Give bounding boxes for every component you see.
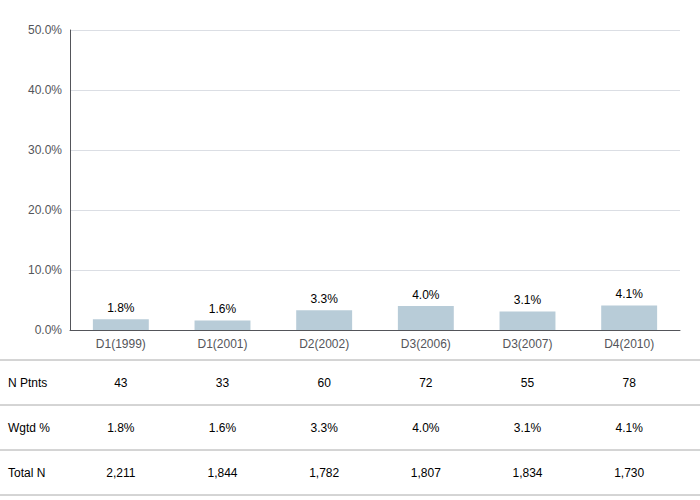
svg-text:1,834: 1,834 [512, 466, 542, 480]
svg-text:1,782: 1,782 [309, 466, 339, 480]
svg-text:4.0%: 4.0% [412, 288, 440, 302]
svg-text:D1(1999): D1(1999) [96, 337, 146, 351]
svg-text:2,211: 2,211 [106, 466, 135, 480]
svg-text:1.8%: 1.8% [107, 301, 135, 315]
svg-text:D3(2006): D3(2006) [401, 337, 451, 351]
svg-text:1,807: 1,807 [411, 466, 441, 480]
svg-text:10.0%: 10.0% [28, 263, 62, 277]
svg-text:3.3%: 3.3% [310, 421, 338, 435]
svg-text:60: 60 [317, 376, 331, 390]
svg-text:4.1%: 4.1% [615, 287, 643, 301]
svg-text:Wgtd %: Wgtd % [8, 421, 50, 435]
svg-text:1.6%: 1.6% [209, 421, 237, 435]
svg-text:30.0%: 30.0% [28, 143, 62, 157]
svg-text:4.0%: 4.0% [412, 421, 440, 435]
svg-text:1,844: 1,844 [207, 466, 237, 480]
svg-text:D2(2002): D2(2002) [299, 337, 349, 351]
svg-text:4.1%: 4.1% [615, 421, 643, 435]
svg-text:1.8%: 1.8% [107, 421, 135, 435]
svg-text:33: 33 [216, 376, 230, 390]
svg-text:3.3%: 3.3% [310, 292, 338, 306]
svg-text:55: 55 [521, 376, 535, 390]
svg-text:3.1%: 3.1% [514, 293, 542, 307]
svg-text:D4(2010): D4(2010) [604, 337, 654, 351]
svg-text:3.1%: 3.1% [514, 421, 542, 435]
svg-text:20.0%: 20.0% [28, 203, 62, 217]
svg-text:1,730: 1,730 [614, 466, 644, 480]
svg-text:72: 72 [419, 376, 433, 390]
svg-text:N Ptnts: N Ptnts [8, 376, 47, 390]
svg-text:1.6%: 1.6% [209, 302, 237, 316]
svg-text:43: 43 [114, 376, 128, 390]
svg-text:50.0%: 50.0% [28, 23, 62, 37]
svg-text:Total N: Total N [8, 466, 45, 480]
svg-text:78: 78 [622, 376, 636, 390]
svg-text:0.0%: 0.0% [35, 323, 63, 337]
svg-text:D1(2001): D1(2001) [197, 337, 247, 351]
svg-text:40.0%: 40.0% [28, 83, 62, 97]
svg-text:D3(2007): D3(2007) [502, 337, 552, 351]
